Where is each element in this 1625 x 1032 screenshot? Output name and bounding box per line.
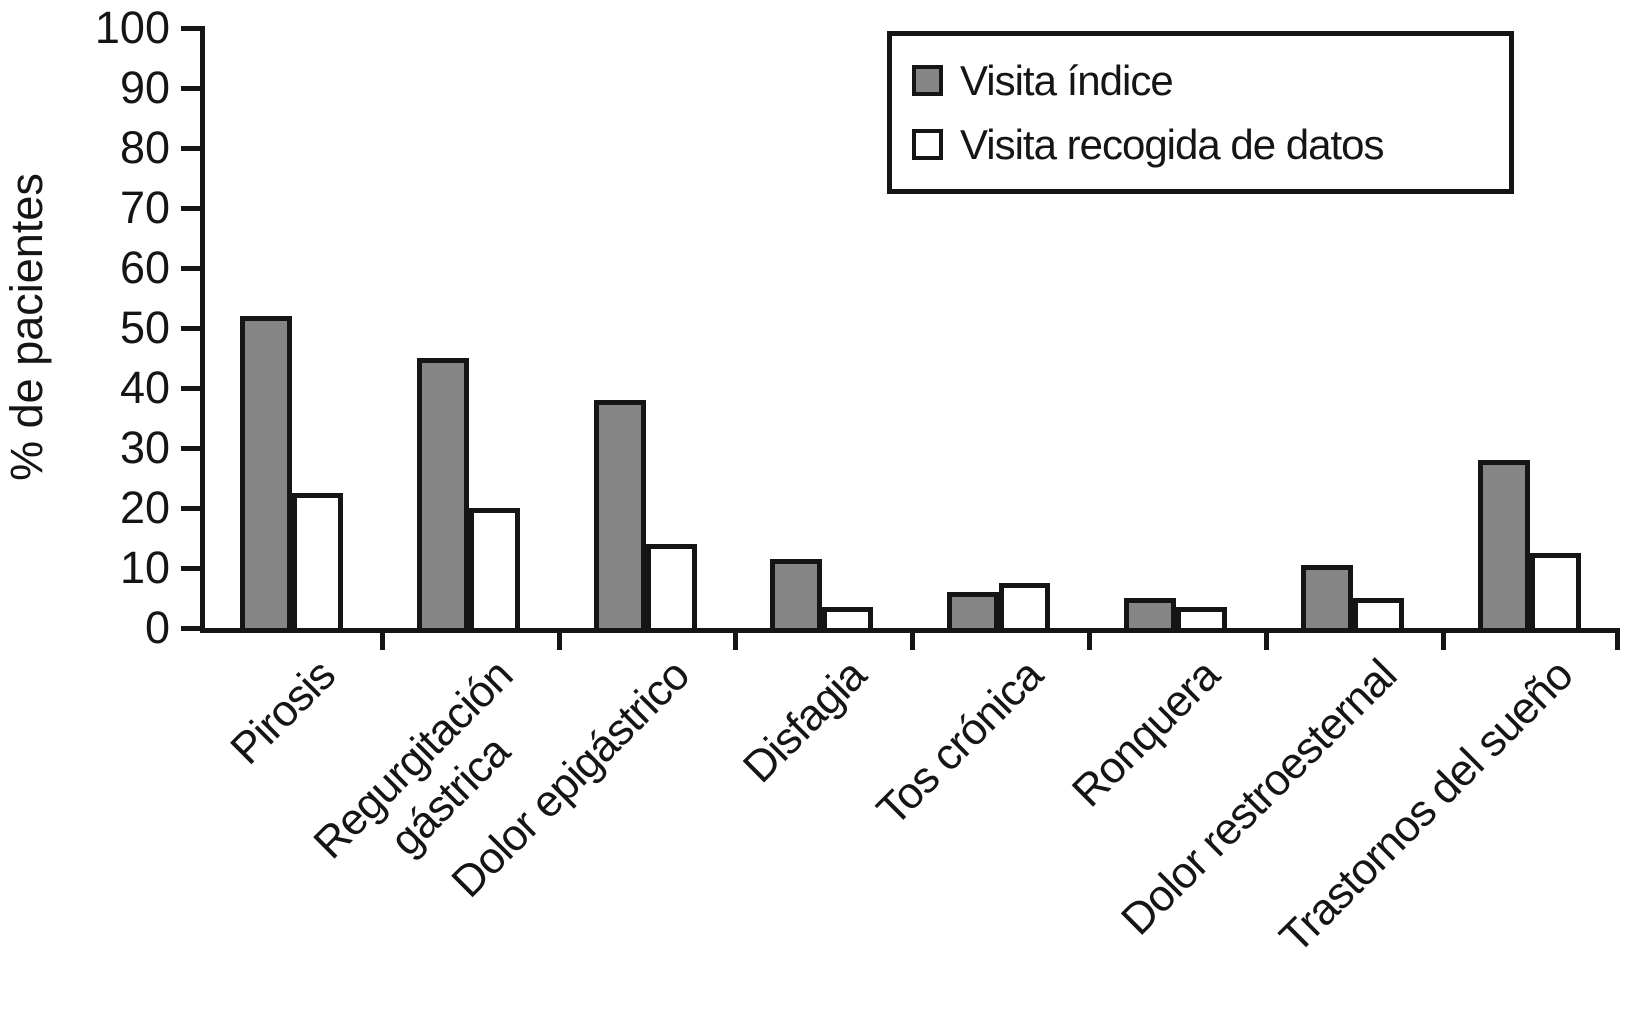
legend-label-visita-indice: Visita índice <box>960 56 1174 104</box>
x-category-label-5: Tos crónica <box>867 650 1052 835</box>
bar-visita-recogida-de-datos-2 <box>468 508 520 633</box>
x-category-label-6: Ronquera <box>1063 650 1229 817</box>
y-tick-0 <box>181 626 205 631</box>
y-tick-label-90: 90 <box>119 62 170 113</box>
x-tick-1 <box>379 633 385 650</box>
x-tick-3 <box>733 633 739 650</box>
legend-label-visita-recogida-de-datos: Visita recogida de datos <box>960 120 1385 168</box>
bar-visita-índice-8 <box>1477 460 1530 633</box>
y-tick-label-30: 30 <box>119 422 170 473</box>
y-tick-10 <box>181 566 205 571</box>
legend-swatch-visita-indice <box>912 65 943 96</box>
x-tick-8 <box>1615 633 1620 650</box>
bar-visita-índice-2 <box>416 358 469 633</box>
x-axis-line <box>200 628 1620 633</box>
y-tick-40 <box>181 386 205 391</box>
bar-visita-recogida-de-datos-8 <box>1529 553 1581 633</box>
y-tick-20 <box>181 506 205 511</box>
x-tick-6 <box>1263 633 1269 650</box>
bar-visita-recogida-de-datos-4 <box>822 607 874 633</box>
x-tick-2 <box>556 633 562 650</box>
y-tick-30 <box>181 446 205 451</box>
legend-item-visita-indice: Visita índice <box>912 56 1509 104</box>
bar-visita-recogida-de-datos-7 <box>1352 598 1404 633</box>
y-tick-label-0: 0 <box>144 602 170 653</box>
y-tick-label-40: 40 <box>119 362 170 413</box>
y-tick-100 <box>181 26 205 31</box>
y-tick-label-80: 80 <box>119 122 170 173</box>
y-tick-70 <box>181 206 205 211</box>
y-tick-50 <box>181 326 205 331</box>
y-tick-60 <box>181 266 205 271</box>
bar-visita-recogida-de-datos-3 <box>645 544 697 633</box>
bar-visita-índice-3 <box>593 400 646 633</box>
bar-visita-índice-1 <box>240 316 292 633</box>
y-tick-label-60: 60 <box>119 242 170 293</box>
y-tick-label-100: 100 <box>94 2 170 53</box>
y-tick-label-20: 20 <box>119 482 170 533</box>
y-tick-label-10: 10 <box>119 542 170 593</box>
x-tick-4 <box>910 633 916 650</box>
bar-visita-índice-4 <box>770 559 823 633</box>
x-category-label-8: Trastornos del sueño <box>1270 650 1583 963</box>
legend-swatch-visita-recogida-de-datos <box>912 129 943 160</box>
x-category-label-1: Pirosis <box>221 650 345 774</box>
bar-visita-recogida-de-datos-1 <box>292 493 343 633</box>
bar-visita-índice-7 <box>1300 565 1353 633</box>
y-axis-title: % de pacientes <box>1 173 52 481</box>
y-tick-label-50: 50 <box>119 302 170 353</box>
y-tick-label-70: 70 <box>119 182 170 233</box>
x-tick-5 <box>1087 633 1092 650</box>
x-tick-7 <box>1440 633 1446 650</box>
bar-visita-recogida-de-datos-5 <box>999 583 1051 633</box>
bar-visita-recogida-de-datos-6 <box>1176 607 1227 633</box>
x-category-label-4: Disfagia <box>733 650 876 793</box>
legend-item-visita-recogida-de-datos: Visita recogida de datos <box>912 120 1509 168</box>
bar-visita-índice-5 <box>947 592 1000 633</box>
legend: Visita índice Visita recogida de datos <box>887 31 1514 194</box>
y-tick-90 <box>181 86 205 91</box>
y-tick-80 <box>181 146 205 151</box>
bar-visita-índice-6 <box>1124 598 1176 633</box>
